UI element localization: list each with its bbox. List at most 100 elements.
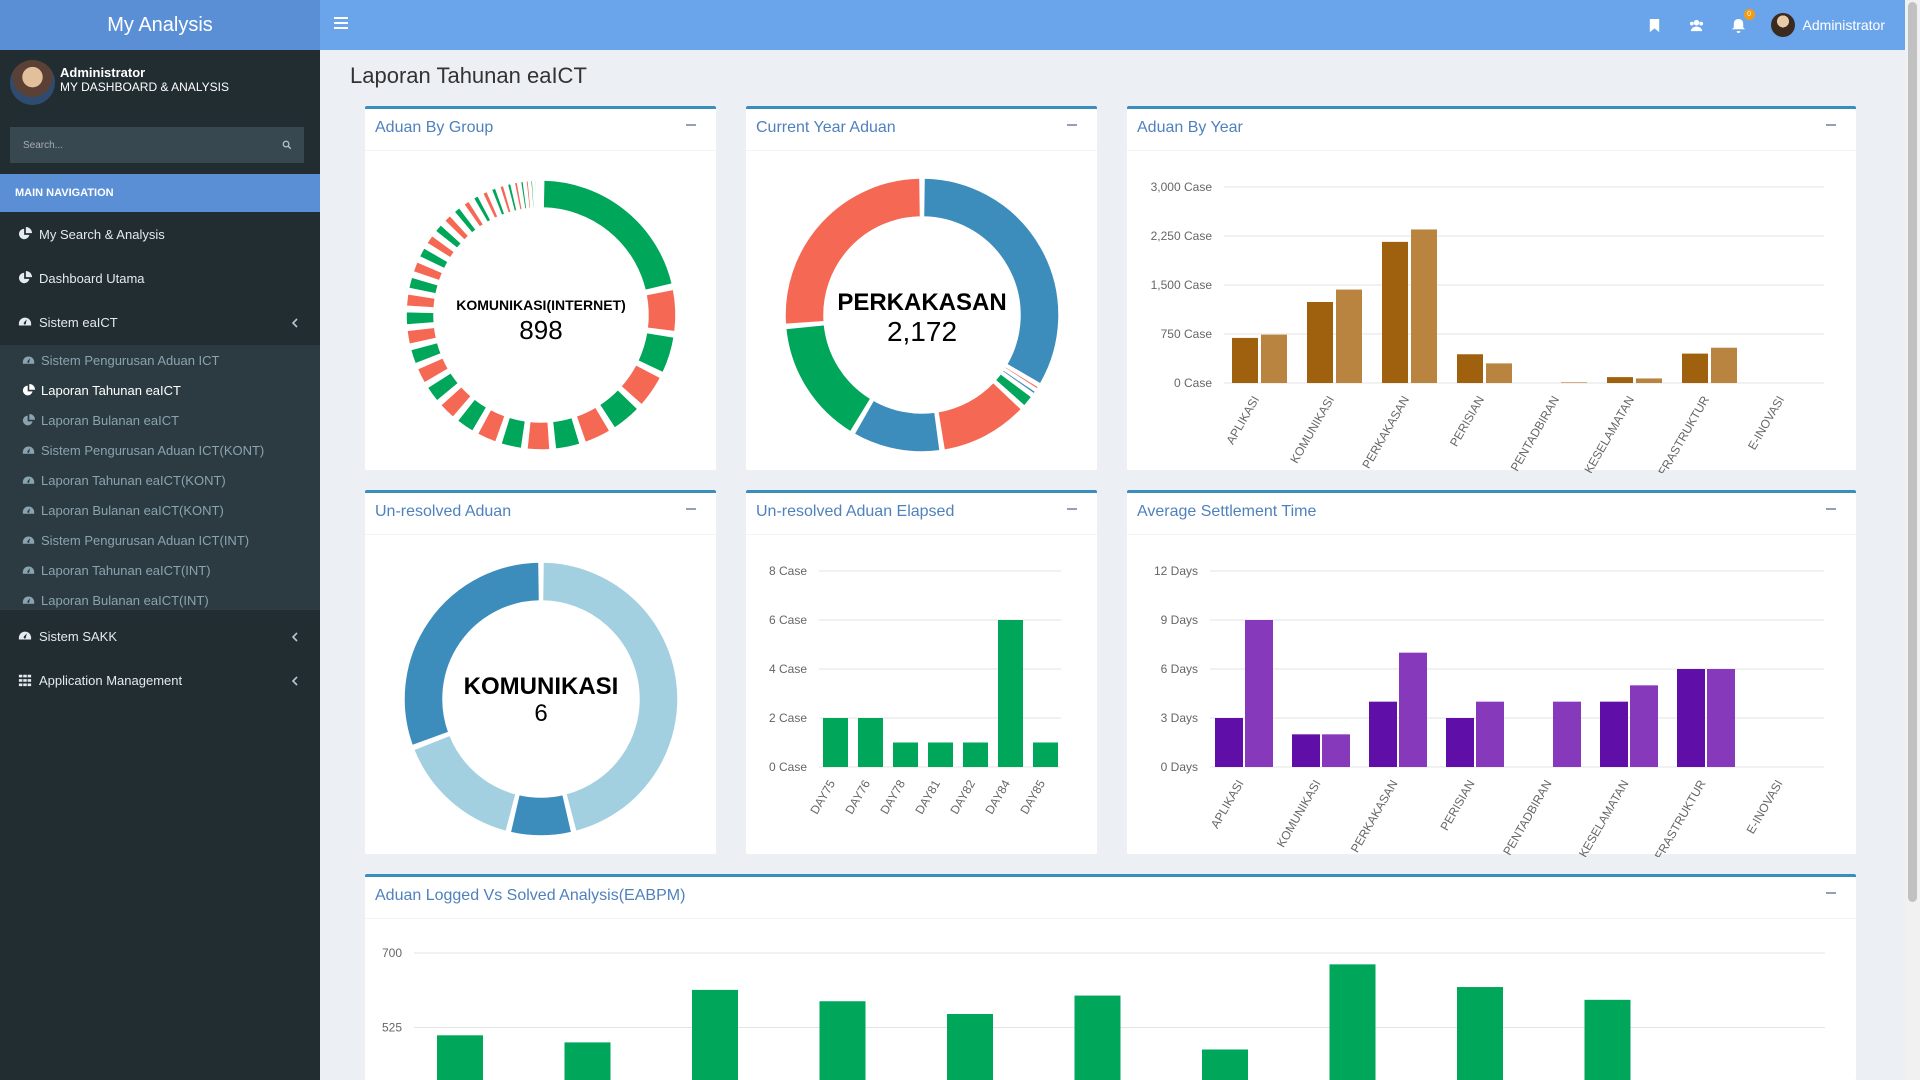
box-title: Average Settlement Time (1137, 503, 1317, 520)
sidebar-item-application-management[interactable]: Application Management (0, 658, 320, 702)
page-scrollbar[interactable] (1905, 0, 1920, 1080)
x-tick-label: PERISIAN (1437, 778, 1477, 834)
pie-center-value: 2,172 (887, 316, 957, 347)
box-aduan-by-group: Aduan By Group KOMUNIKASI(INTERNET) 898 (365, 106, 716, 470)
top-navbar: 0 Administrator (320, 0, 1905, 50)
pie-chart-icon (22, 383, 35, 397)
sidebar-subitem-pengurusan-aduan-ict-int[interactable]: Sistem Pengurusan Aduan ICT(INT) (0, 525, 320, 555)
bar (1329, 964, 1376, 1080)
bar (928, 742, 953, 767)
x-tick-label: DAY84 (982, 777, 1013, 816)
sidebar-subitem-laporan-tahunan-eaict-kont[interactable]: Laporan Tahunan eaICT(KONT) (0, 465, 320, 495)
box-title: Aduan By Year (1137, 119, 1243, 136)
collapse-button[interactable] (1826, 508, 1836, 510)
sidebar-subitem-laporan-tahunan-eaict[interactable]: Laporan Tahunan eaICT (0, 375, 320, 405)
bookmark-icon[interactable] (1645, 15, 1665, 35)
bar (1232, 337, 1258, 383)
search-input[interactable] (10, 127, 270, 163)
scrollbar-thumb[interactable] (1908, 2, 1917, 902)
y-tick-label: 1,500 Case (1151, 278, 1213, 292)
pie-slice (456, 397, 488, 433)
dashboard-icon (22, 504, 35, 517)
pie-chart-icon (18, 227, 32, 241)
box-unresolved-aduan: Un-resolved Aduan KOMUNIKASI 6 (365, 490, 716, 854)
pie-chart-icon (18, 271, 32, 285)
box-title: Aduan Logged Vs Solved Analysis(EABPM) (375, 887, 686, 904)
sidebar-toggle-icon[interactable] (334, 17, 348, 29)
bar (1411, 229, 1437, 383)
collapse-button[interactable] (1826, 124, 1836, 126)
sidebar-subitem-laporan-tahunan-eaict-int[interactable]: Laporan Tahunan eaICT(INT) (0, 555, 320, 585)
bar (1707, 669, 1735, 767)
dashboard-icon (22, 354, 35, 367)
y-tick-label: 2,250 Case (1151, 229, 1213, 243)
bar (1486, 363, 1512, 383)
sidebar-subitem-laporan-bulanan-eaict-kont[interactable]: Laporan Bulanan eaICT(KONT) (0, 495, 320, 525)
divider (365, 150, 716, 151)
sidebar-item-dashboard-utama[interactable]: Dashboard Utama (0, 256, 320, 300)
divider (365, 918, 1856, 919)
pie-slice (405, 292, 437, 309)
pie-slice (403, 561, 541, 747)
collapse-button[interactable] (1067, 508, 1077, 510)
sidebar-subitem-label: Laporan Bulanan eaICT(INT) (41, 592, 209, 608)
sidebar-search (10, 127, 304, 163)
pie-center-label: KOMUNIKASI (464, 673, 619, 700)
sidebar-item-label: Application Management (39, 672, 183, 688)
pie-slice (784, 323, 872, 433)
notification-count-badge: 0 (1743, 9, 1755, 20)
bar (1682, 353, 1708, 383)
collapse-button[interactable] (686, 508, 696, 510)
notifications-bell-icon[interactable]: 0 (1729, 9, 1755, 35)
sidebar-user-subtitle: MY DASHBOARD & ANALYSIS (60, 80, 229, 94)
collapse-button[interactable] (686, 124, 696, 126)
sidebar-subitem-label: Laporan Tahunan eaICT (41, 382, 181, 398)
chart-unresolved-elapsed: 0 Case 2 Case 4 Case 6 Case 8 Case DAY75 DAY76… (769, 564, 1061, 817)
bar (998, 620, 1023, 767)
bar (1322, 734, 1350, 767)
sidebar-item-sistem-sakk[interactable]: Sistem SAKK (0, 614, 320, 658)
pie-slice (542, 179, 674, 292)
sidebar-user-name: Administrator (60, 65, 146, 80)
sidebar-item-sistem-eaict[interactable]: Sistem eaICT (0, 300, 320, 344)
collapse-button[interactable] (1826, 892, 1836, 894)
pie-slice (539, 179, 542, 209)
pie-slice (499, 416, 527, 450)
x-tick-label: PENTADBIRAN (1508, 394, 1562, 474)
bar (1457, 354, 1483, 383)
sidebar-subitem-laporan-bulanan-eaict-int[interactable]: Laporan Bulanan eaICT(INT) (0, 585, 320, 615)
x-tick-label: INFRASTRUKTUR (1646, 777, 1709, 857)
pie-slice (498, 184, 513, 215)
app-logo[interactable]: My Analysis (0, 0, 320, 50)
box-aduan-by-year: Aduan By Year 0 Case 750 Case 1,500 Case 2,… (1127, 106, 1856, 473)
users-icon[interactable] (1687, 15, 1707, 35)
user-menu[interactable]: Administrator (1770, 13, 1885, 37)
pie-slice (481, 190, 500, 220)
sidebar-item-my-search-analysis[interactable]: My Search & Analysis (0, 212, 320, 256)
chart-aduan-by-group: KOMUNIKASI(INTERNET) 898 (405, 179, 677, 451)
collapse-button[interactable] (1067, 124, 1077, 126)
x-tick-label: KOMUNIKASI (1274, 778, 1324, 850)
pie-slice (426, 371, 460, 403)
sidebar-subitem-pengurusan-aduan-ict-kont[interactable]: Sistem Pengurusan Aduan ICT(KONT) (0, 435, 320, 465)
chevron-left-icon (290, 674, 300, 686)
sidebar-item-label: My Search & Analysis (39, 226, 165, 242)
pie-slice (526, 420, 551, 451)
sidebar-item-label: Sistem SAKK (39, 628, 118, 644)
page-title: Laporan Tahunan eaICT (350, 63, 587, 88)
search-button[interactable] (270, 127, 304, 163)
box-average-settlement: Average Settlement Time 0 Days 3 Days 6 Da… (1127, 490, 1856, 857)
sidebar-subitem-pengurusan-aduan-ict[interactable]: Sistem Pengurusan Aduan ICT (0, 345, 320, 375)
divider (1127, 150, 1856, 151)
x-tick-label: PENTADBIRAN (1500, 778, 1554, 858)
sidebar-subitem-laporan-bulanan-eaict[interactable]: Laporan Bulanan eaICT (0, 405, 320, 435)
y-tick-label: 8 Case (769, 564, 807, 578)
sidebar: Administrator MY DASHBOARD & ANALYSIS MA… (0, 50, 320, 1080)
y-tick-label: 0 Case (1174, 376, 1212, 390)
chevron-left-icon (290, 316, 300, 328)
pie-slice (418, 246, 450, 270)
bar (1369, 701, 1397, 767)
pie-slice (645, 288, 677, 333)
pie-slice (425, 234, 456, 260)
